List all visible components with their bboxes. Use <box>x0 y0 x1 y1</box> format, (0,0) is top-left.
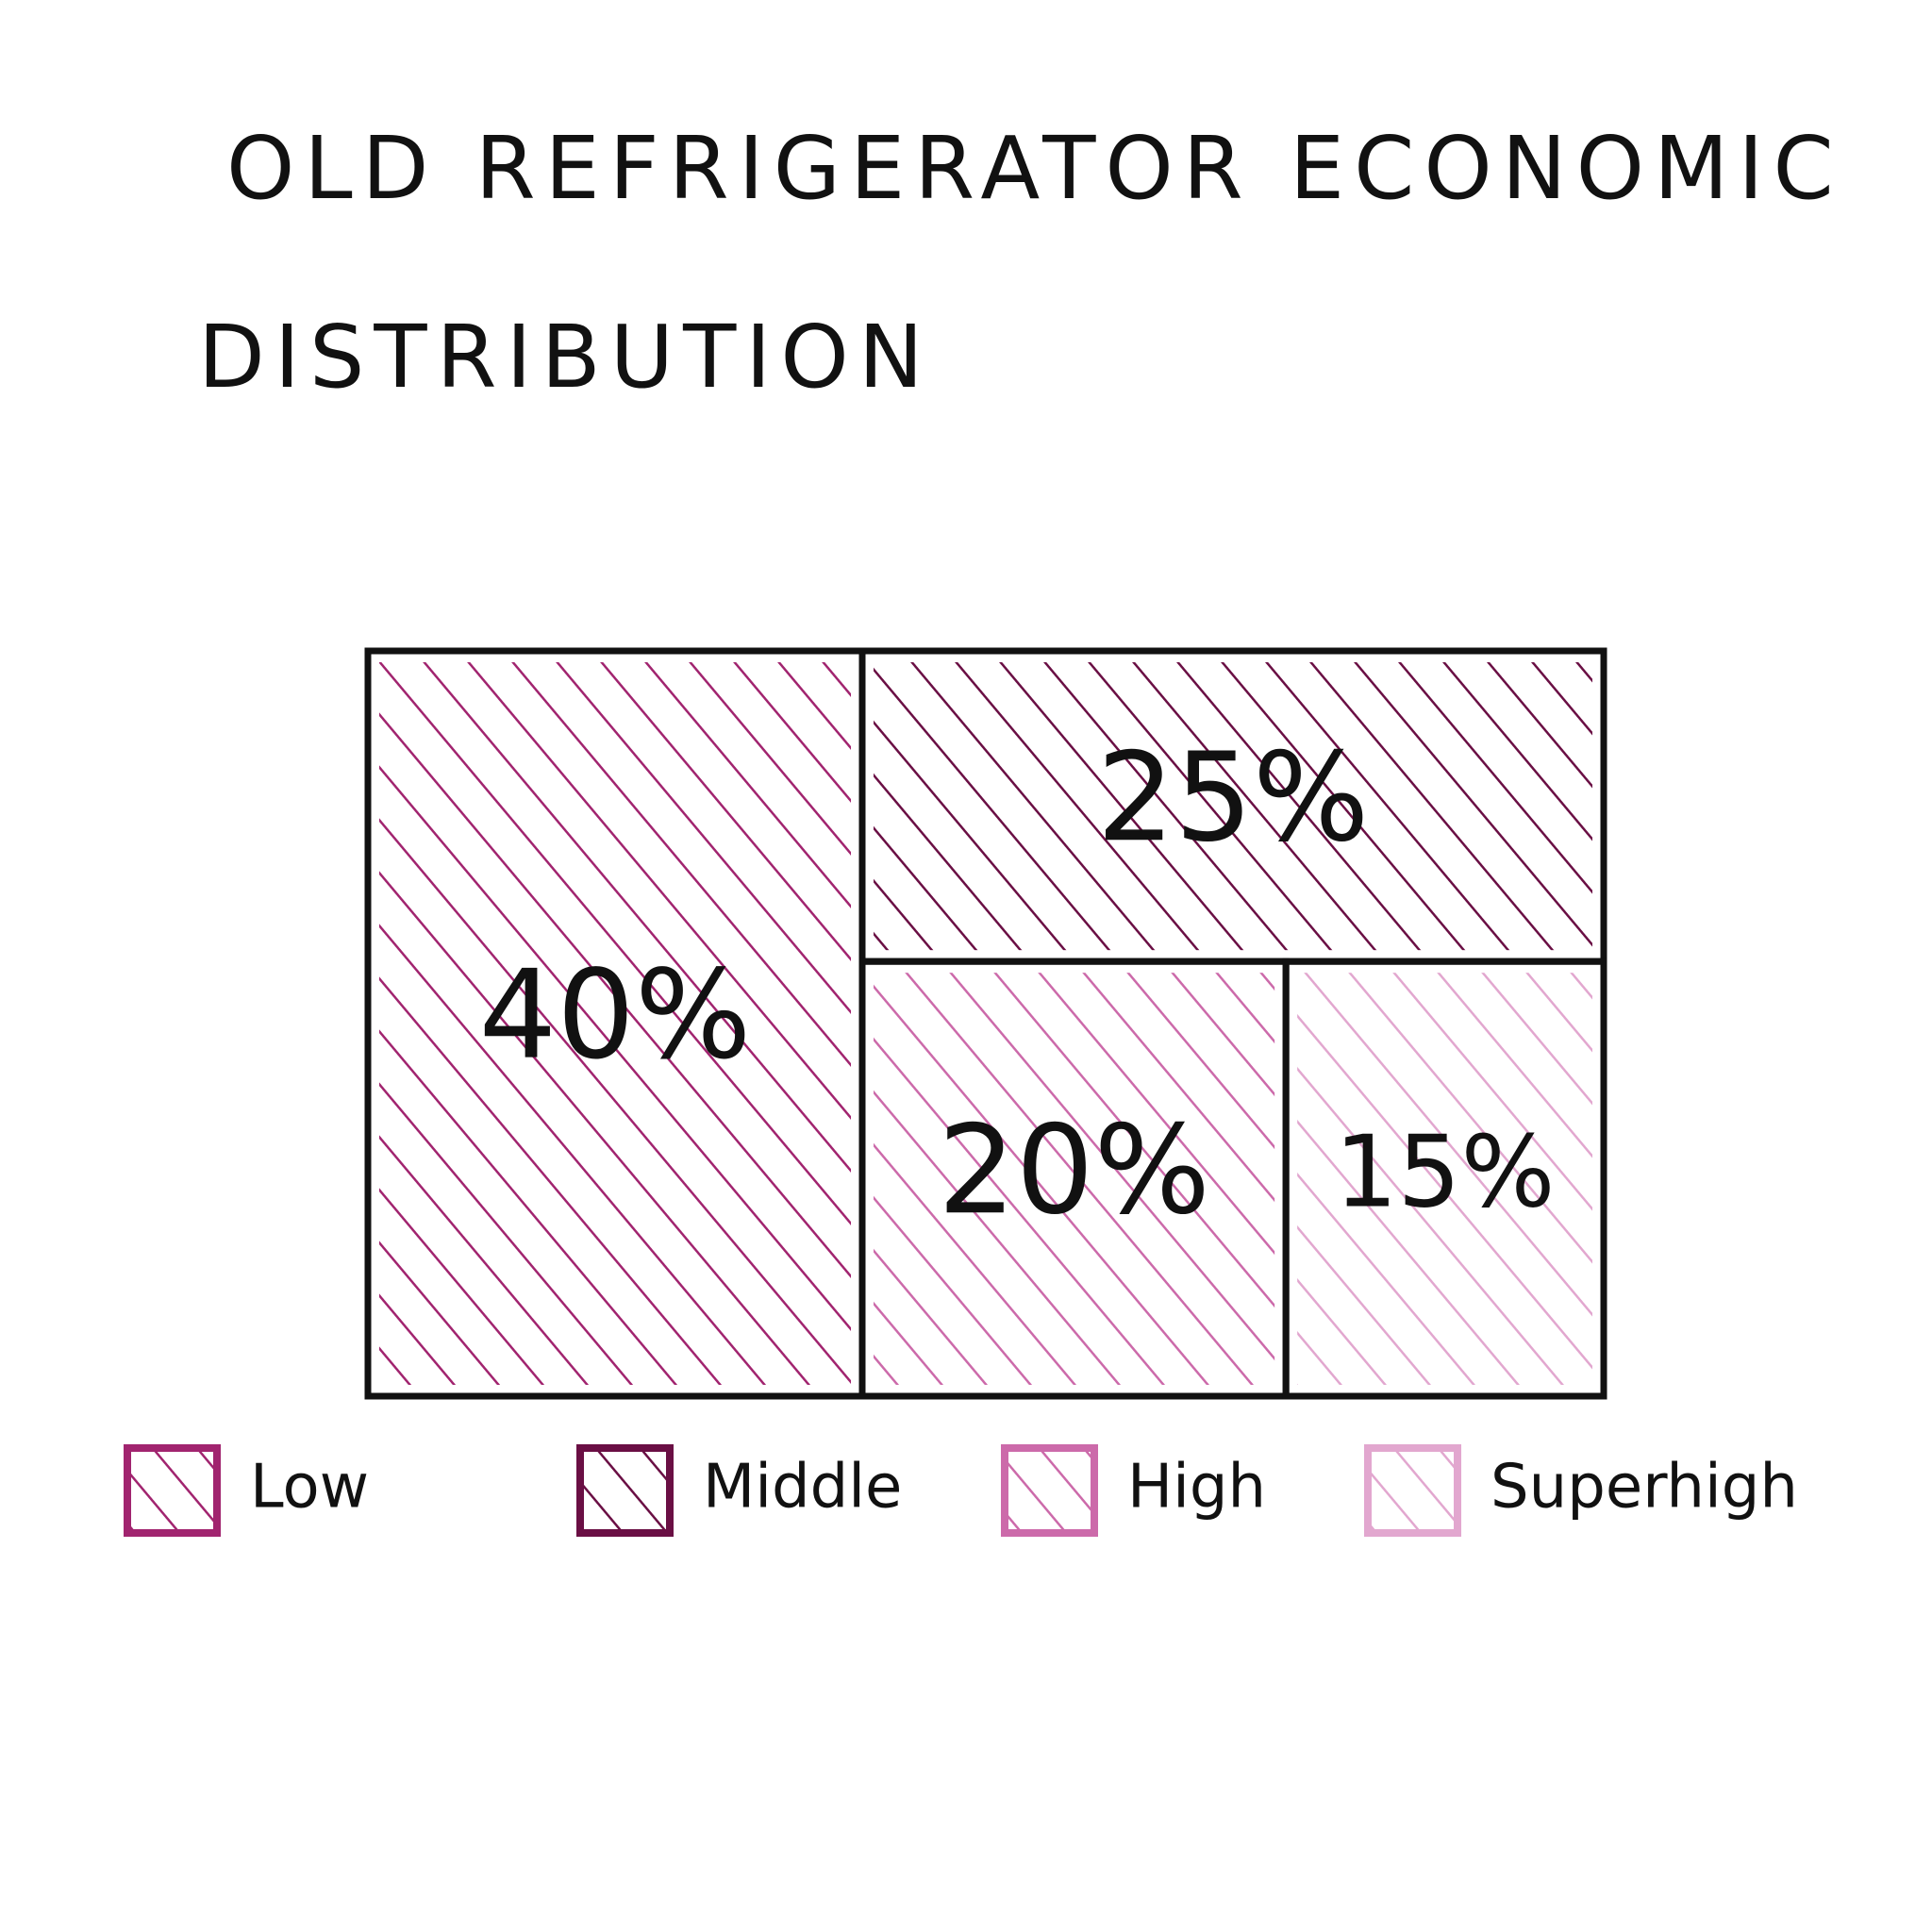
legend-swatch <box>124 1444 221 1537</box>
cell-border <box>1282 958 1607 1400</box>
value-label: 40% <box>479 943 752 1087</box>
treemap-cell <box>379 662 851 1385</box>
legend-label: Superhigh <box>1491 1453 1798 1523</box>
value-label: 20% <box>938 1098 1210 1241</box>
legend-label: High <box>1127 1453 1266 1523</box>
legend-swatch <box>1001 1444 1098 1537</box>
treemap-cell <box>874 973 1275 1385</box>
legend-swatch <box>1364 1444 1461 1537</box>
legend-label: Low <box>250 1453 369 1523</box>
treemap-cell <box>1297 973 1592 1385</box>
value-label: 25% <box>1097 725 1370 869</box>
chart-title: OLD REFRIGERATOR ECONOMIC DISTRIBUTION <box>198 118 1843 408</box>
legend-label: Middle <box>703 1453 902 1523</box>
legend-swatch <box>576 1444 674 1537</box>
treemap-cell <box>874 662 1592 951</box>
value-label: 15% <box>1335 1113 1556 1229</box>
